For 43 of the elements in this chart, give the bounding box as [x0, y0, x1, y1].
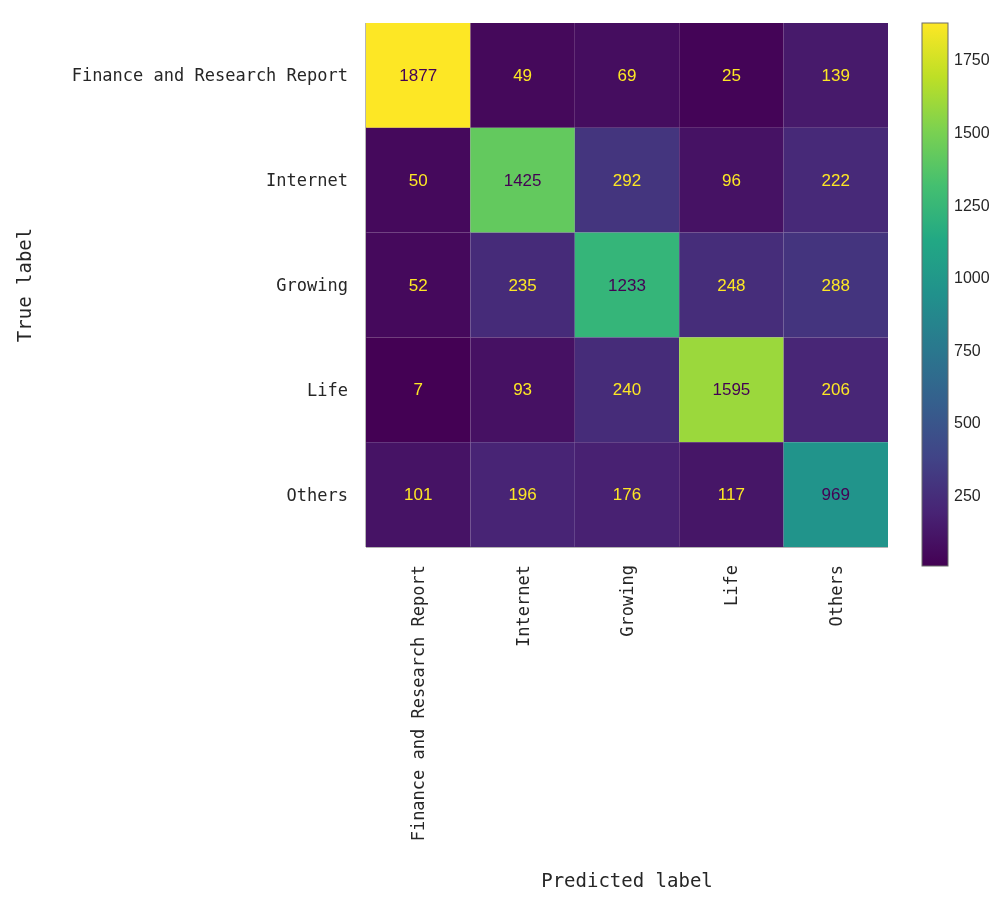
- data-label: 1425: [503, 170, 542, 190]
- data-label: 50: [408, 170, 428, 190]
- color-bar-label: 1250: [954, 196, 990, 214]
- data-label: 292: [612, 170, 642, 190]
- data-label: 1595: [712, 380, 751, 400]
- data-label: 222: [821, 170, 850, 190]
- data-label: 93: [513, 380, 533, 400]
- data-label: 69: [617, 65, 637, 85]
- data-label: 1233: [608, 275, 646, 295]
- x-tick-label: Internet: [512, 565, 533, 647]
- data-label: 206: [821, 380, 850, 400]
- color-bar-label: 1750: [954, 51, 990, 69]
- color-bar-label: 1500: [954, 123, 990, 141]
- color-bar-label: 250: [954, 486, 981, 504]
- data-label: 176: [612, 485, 642, 505]
- data-label: 969: [821, 485, 850, 505]
- x-tick-label: Growing: [617, 565, 637, 637]
- data-label: 288: [821, 275, 850, 295]
- y-axis-title: True label: [12, 227, 35, 343]
- color-bar-label: 750: [954, 341, 981, 359]
- data-label: 196: [508, 485, 537, 505]
- data-label: 101: [404, 485, 433, 505]
- data-label: 240: [612, 380, 642, 400]
- x-tick-label: Others: [825, 565, 846, 627]
- data-label: 1877: [399, 65, 438, 85]
- data-label: 248: [717, 275, 746, 295]
- color-bar-label: 500: [954, 414, 981, 432]
- y-tick-label: Others: [286, 484, 348, 505]
- data-label: 52: [408, 275, 428, 295]
- data-label: 25: [721, 65, 741, 85]
- data-label: 235: [508, 275, 537, 295]
- color-bar-label: 1000: [954, 269, 990, 287]
- x-axis-title: Predicted label: [541, 869, 713, 891]
- data-label: 96: [721, 170, 741, 190]
- data-label: 139: [821, 65, 850, 85]
- data-label: 117: [717, 485, 745, 505]
- x-tick-label: Life: [721, 565, 742, 606]
- y-tick-label: Growing: [276, 275, 348, 295]
- y-tick-label: Internet: [266, 170, 348, 191]
- data-label: 7: [413, 380, 423, 400]
- y-tick-label: Life: [307, 379, 348, 400]
- data-label: 49: [513, 65, 533, 85]
- y-tick-label: Finance and Research Report: [71, 65, 348, 86]
